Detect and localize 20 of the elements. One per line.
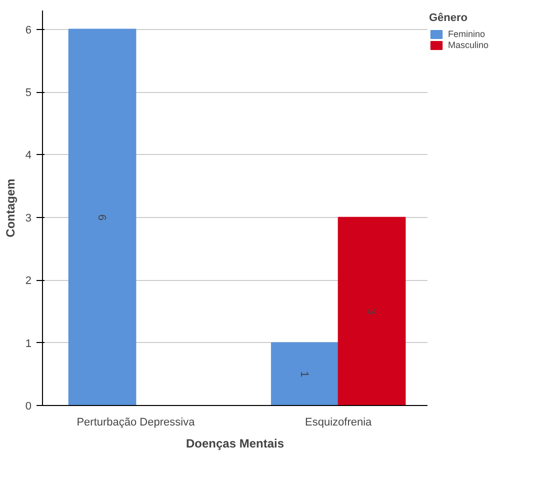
x-tick-label: Perturbação Depressiva: [76, 416, 196, 428]
y-tick-label: 2: [25, 275, 32, 288]
legend-label: Masculino: [448, 40, 489, 50]
data-label: 3: [364, 308, 377, 315]
bar: [270, 342, 339, 406]
y-tick-label: 6: [25, 24, 32, 36]
y-tick-label: 3: [25, 212, 32, 224]
y-tick-label: 5: [25, 87, 32, 100]
y-axis-title: Contagem: [3, 178, 18, 238]
y-tick-label: 4: [25, 150, 32, 162]
data-label: 1: [298, 371, 310, 378]
data-label: 6: [95, 214, 108, 220]
legend-title: Gênero: [429, 12, 469, 24]
bar: [68, 28, 136, 406]
y-tick-label: 1: [25, 338, 32, 350]
x-axis-title: Doenças Mentais: [186, 436, 284, 450]
bar: [338, 216, 406, 406]
y-tick-label: 0: [25, 400, 32, 412]
legend-label: Feminino: [448, 29, 486, 39]
x-tick-label: Esquizofrenia: [305, 416, 373, 428]
